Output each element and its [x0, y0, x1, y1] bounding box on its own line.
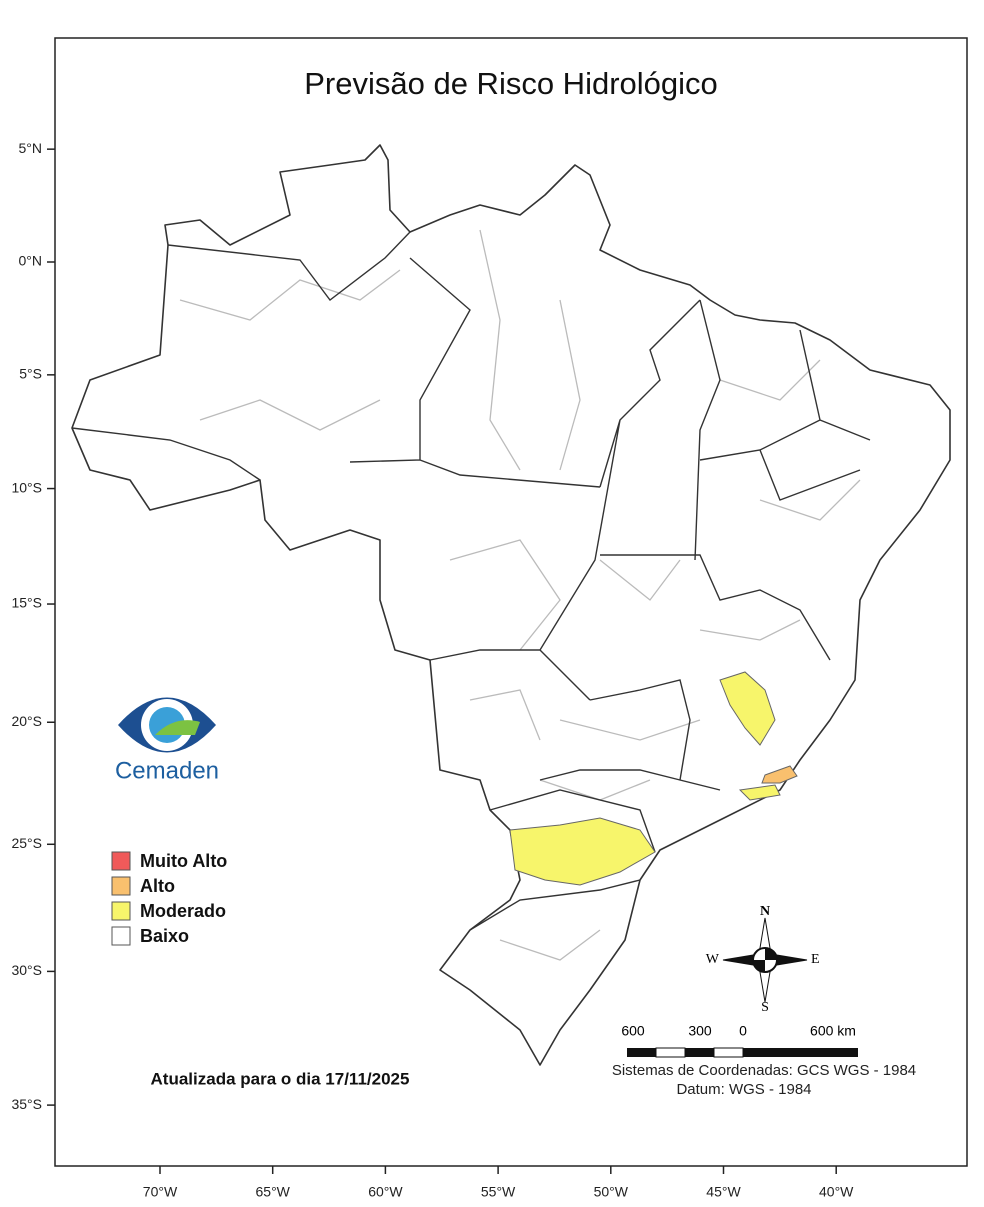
scale-segment [743, 1048, 858, 1057]
lon-tick-label: 45°W [706, 1184, 741, 1200]
lon-tick-label: 55°W [481, 1184, 516, 1200]
legend-swatch [111, 901, 131, 921]
lon-tick-label: 40°W [819, 1184, 854, 1200]
scale-bar: 600 300 0 600 km [621, 1023, 858, 1058]
legend-label: Moderado [140, 901, 226, 921]
scale-segment [655, 1047, 686, 1058]
scale-segment [627, 1048, 656, 1057]
lat-tick-label: 35°S [11, 1096, 42, 1112]
axes: 5°N 0°N 5°S 10°S 15°S 20°S 25°S 30°S 35°S 70°W 65°… [11, 140, 854, 1200]
brazil-outline [71, 144, 951, 1066]
lon-tick-label: 65°W [256, 1184, 291, 1200]
compass-label: E [811, 952, 820, 967]
legend-swatch [111, 876, 131, 896]
scale-label: 300 [688, 1023, 712, 1039]
lat-tick-label: 5°S [19, 366, 42, 382]
datum: Datum: WGS - 1984 [676, 1081, 811, 1098]
risk-areas [509, 671, 798, 886]
lat-tick-label: 5°N [19, 140, 43, 156]
legend-label: Muito Alto [140, 851, 227, 871]
legend: Muito Alto Alto Moderado Baixo [111, 851, 227, 946]
compass: N E S W [706, 904, 820, 1015]
lat-tick-label: 0°N [19, 253, 43, 269]
lat-tick-label: 20°S [11, 713, 42, 729]
legend-swatch [111, 926, 131, 946]
coordinate-system: Sistemas de Coordenadas: GCS WGS - 1984 [612, 1062, 916, 1079]
lat-tick-label: 25°S [11, 835, 42, 851]
scale-label: 600 [621, 1023, 645, 1039]
compass-center [753, 948, 777, 972]
logo-text: Cemaden [115, 757, 219, 784]
legend-label: Alto [140, 876, 175, 896]
compass-label: N [760, 904, 770, 919]
logo: Cemaden [115, 697, 219, 784]
scale-label: 0 [739, 1023, 747, 1039]
risk-area [738, 784, 781, 801]
risk-area [719, 671, 776, 746]
lat-tick-label: 15°S [11, 595, 42, 611]
compass-label: S [761, 1000, 769, 1015]
legend-label: Baixo [140, 926, 189, 946]
compass-label: W [706, 952, 720, 967]
scale-segment [713, 1047, 744, 1058]
scale-label: 600 km [810, 1023, 856, 1039]
update-date: Atualizada para o dia 17/11/2025 [151, 1069, 410, 1088]
risk-area [509, 817, 656, 886]
lon-tick-label: 50°W [594, 1184, 629, 1200]
lon-tick-label: 60°W [368, 1184, 403, 1200]
state-borders [71, 231, 871, 931]
lat-tick-label: 30°S [11, 962, 42, 978]
map-title: Previsão de Risco Hidrológico [304, 66, 718, 101]
scale-segment [685, 1048, 714, 1057]
legend-swatch [111, 851, 131, 871]
lon-tick-label: 70°W [143, 1184, 178, 1200]
risk-area [761, 765, 798, 784]
lat-tick-label: 10°S [11, 479, 42, 495]
logo-leaf [155, 720, 200, 735]
